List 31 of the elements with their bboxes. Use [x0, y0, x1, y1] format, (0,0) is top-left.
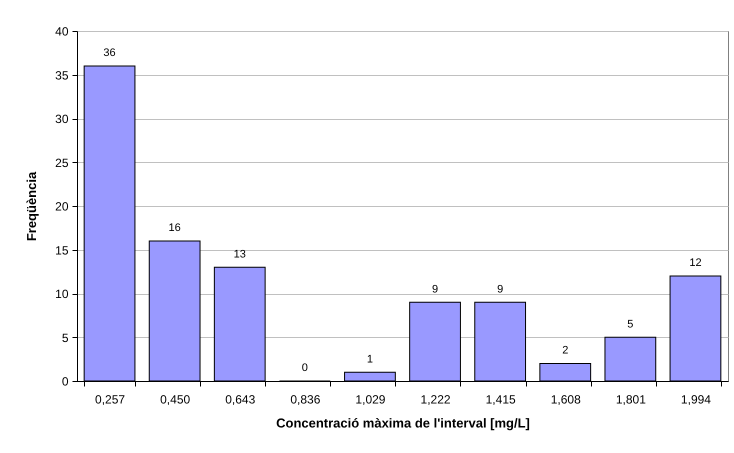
y-tick-label: 15 [55, 243, 69, 258]
x-tick-label: 0,643 [225, 392, 256, 406]
data-label: 2 [562, 344, 568, 356]
x-tick-label: 1,801 [616, 392, 646, 406]
y-tick-label: 5 [62, 330, 69, 345]
x-tick-label: 1,608 [550, 392, 582, 406]
x-tick-label: 0,257 [95, 392, 126, 406]
y-tick-label: 30 [55, 112, 69, 126]
data-label: 9 [497, 283, 504, 296]
data-label: 9 [432, 283, 438, 296]
x-tick-label: 1,222 [420, 392, 451, 406]
y-tick-label: 40 [55, 24, 69, 38]
data-label: 36 [103, 47, 116, 59]
x-axis-title: Concentració màxima de l'interval [mg/L] [276, 416, 530, 430]
y-axis-title: Freqüència [24, 171, 40, 242]
x-tick-label: 1,029 [355, 392, 386, 406]
x-tick-label: 1,994 [680, 392, 712, 406]
y-tick-label: 0 [62, 374, 69, 388]
x-tick-label: 0,450 [160, 392, 190, 406]
data-label: 0 [302, 362, 308, 374]
data-label: 12 [689, 257, 702, 269]
y-tick-label: 35 [55, 68, 69, 82]
data-label: 5 [627, 318, 634, 330]
x-tick-label: 1,415 [486, 392, 516, 406]
y-tick-label: 25 [55, 156, 69, 170]
data-label: 13 [234, 248, 246, 260]
data-label: 16 [168, 222, 181, 234]
y-tick-label: 10 [55, 287, 69, 301]
data-label: 1 [366, 353, 374, 366]
y-tick-label: 20 [55, 200, 69, 214]
x-tick-label: 0,836 [290, 392, 321, 406]
